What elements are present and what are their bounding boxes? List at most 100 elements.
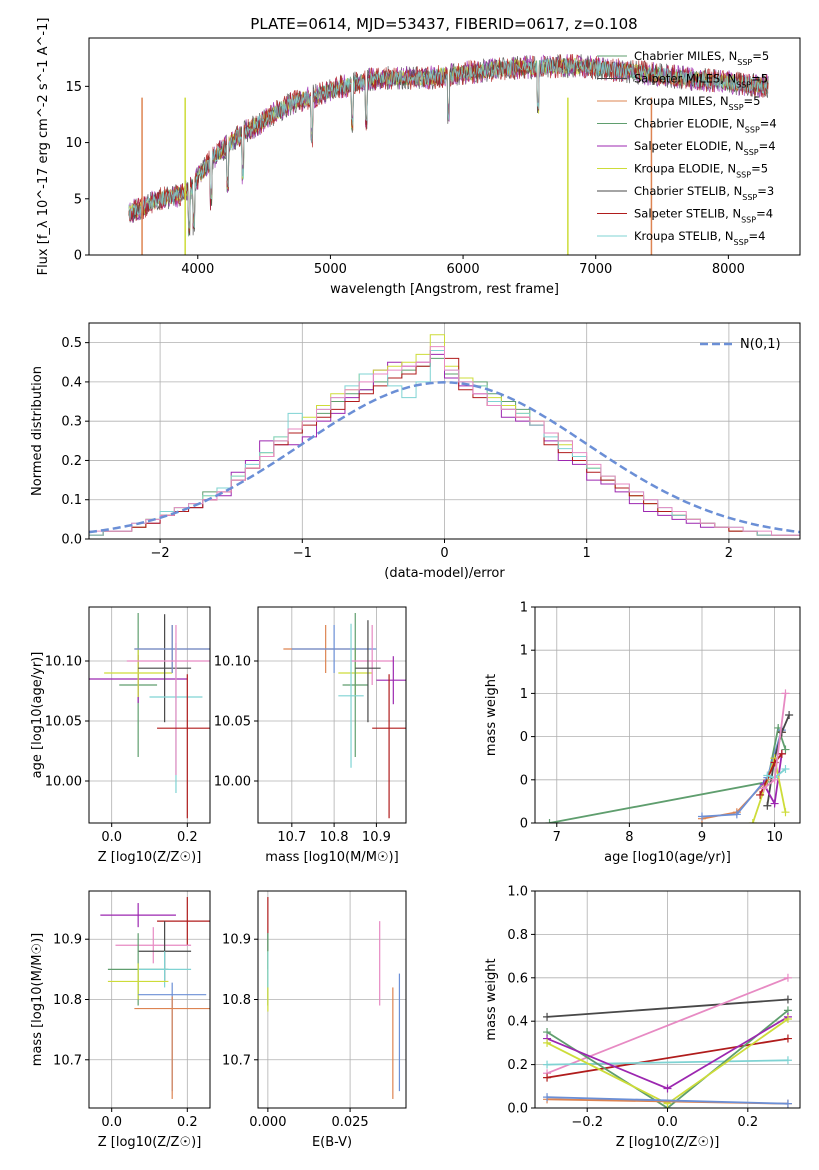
- weight-marker: [763, 771, 772, 780]
- y-tick-label: 10.8: [222, 993, 251, 1008]
- plot-area: [128, 53, 769, 255]
- weight-marker: [697, 812, 706, 821]
- y-tick-label: 10.9: [53, 933, 82, 948]
- weight-marker: [756, 790, 765, 799]
- x-axis-label: E(B-V): [312, 1135, 352, 1150]
- y-tick-label: 10.7: [53, 1053, 82, 1068]
- weight-marker: [759, 784, 768, 793]
- x-axis-label: wavelength [Angstrom, rest frame]: [330, 282, 559, 297]
- y-tick-label: 10: [65, 136, 82, 151]
- plot-area: [267, 897, 401, 1099]
- spectrum-line: [128, 58, 769, 229]
- legend-label: Kroupa MILES, NSSP=5: [634, 94, 760, 112]
- x-tick-label: 7000: [579, 262, 612, 277]
- weight-line: [546, 1009, 789, 1108]
- histogram-step: [89, 346, 800, 539]
- weight-marker: [781, 689, 790, 698]
- y-tick-label: 0.1: [61, 493, 82, 508]
- x-axis-label: Z [log10(Z/Z☉)]: [98, 1135, 202, 1150]
- axes-frame: [88, 37, 801, 256]
- weight-marker: [770, 775, 779, 784]
- y-axis-label: Flux [f_λ 10^-17 erg cm^-2 s^-1 A^-1]: [36, 18, 51, 276]
- y-tick-label: 0.4: [61, 375, 82, 390]
- y-axis-label: mass weight: [484, 674, 499, 756]
- weight-marker: [543, 1012, 552, 1021]
- weight-marker: [783, 1034, 792, 1043]
- x-tick-label: 10.7: [277, 830, 306, 845]
- axes-frame: [88, 606, 211, 824]
- weight-marker: [545, 819, 554, 823]
- y-tick-label: 0.6: [507, 971, 528, 986]
- legend-label: Salpeter ELODIE, NSSP=4: [634, 139, 776, 157]
- panel-mass-vs-EBV: 0.000 0.025 10.7 10.8 10.9 E(B-V): [222, 890, 407, 1150]
- plot-area: [89, 613, 210, 819]
- x-tick-label: 10.8: [320, 830, 349, 845]
- weight-marker: [663, 1084, 672, 1093]
- legend-label: Chabrier MILES, NSSP=5: [634, 49, 769, 67]
- axes-frame: [534, 606, 801, 824]
- y-axis-label: mass [log10(M/M☉)]: [30, 933, 45, 1066]
- y-tick-label: 10.00: [45, 775, 82, 790]
- y-tick-label: 1: [520, 687, 528, 702]
- weight-line: [546, 1096, 789, 1105]
- panel-age-vs-Z: 0.0 0.2 10.00 10.05 10.10 Z [log10(Z/Z☉)] age …: [30, 606, 211, 865]
- x-tick-label: 0.2: [737, 1115, 758, 1130]
- panel-residual-histogram: N(0,1) −2 −1 0 1 2 0.0 0.1 0.2 0.3 0.4 0.5 (data-mod…: [30, 322, 801, 581]
- y-tick-label: 10.05: [45, 715, 82, 730]
- y-tick-label: 15: [65, 80, 82, 95]
- y-tick-label: 1.0: [507, 885, 528, 900]
- x-tick-label: −1: [293, 546, 312, 561]
- x-tick-label: 0.0: [657, 1115, 678, 1130]
- legend-label: N(0,1): [740, 337, 781, 352]
- weight-marker: [732, 810, 741, 819]
- legend-label: Chabrier ELODIE, NSSP=4: [634, 117, 777, 135]
- x-axis-label: age [log10(age/yr)]: [604, 850, 731, 865]
- x-tick-label: 0.025: [331, 1115, 368, 1130]
- weight-line: [701, 729, 783, 818]
- y-tick-label: 0: [74, 249, 82, 264]
- plot-area: [89, 334, 800, 539]
- y-tick-label: 10.8: [53, 993, 82, 1008]
- panel-spectrum: Chabrier MILES, NSSP=5 Salpeter MILES, NS…: [36, 18, 801, 297]
- weight-marker: [777, 749, 786, 758]
- plot-area: [283, 613, 406, 819]
- y-tick-label: 10.10: [214, 655, 251, 670]
- panel-mass-vs-Z: 0.0 0.2 10.7 10.8 10.9 Z [log10(Z/Z☉)] mass [l…: [30, 890, 211, 1150]
- weight-marker: [783, 1056, 792, 1065]
- x-tick-label: −0.2: [571, 1115, 603, 1130]
- x-axis-label: (data-model)/error: [384, 566, 505, 581]
- x-tick-label: 0: [440, 546, 448, 561]
- weight-marker: [783, 995, 792, 1004]
- panel-age-vs-mass: 10.7 10.8 10.9 10.00 10.05 10.10 mass [log10(M…: [214, 606, 407, 865]
- y-tick-label: 0: [520, 773, 528, 788]
- x-tick-label: −2: [151, 546, 170, 561]
- y-tick-label: 0.2: [61, 454, 82, 469]
- panel-mass-weight-vs-Z: −0.2 0.0 0.2 0.0 0.2 0.4 0.6 0.8 1.0 Z [log10(Z/Z…: [484, 885, 801, 1150]
- legend-label: Kroupa ELODIE, NSSP=5: [634, 162, 768, 180]
- legend: Chabrier MILES, NSSP=5 Salpeter MILES, NS…: [597, 49, 777, 247]
- panel-mass-weight-vs-age: 7 8 9 10 0 0 0 1 1 1 age [log10(age/yr)] mass weigh…: [484, 601, 801, 865]
- y-tick-label: 5: [74, 192, 82, 207]
- axes-frame: [257, 606, 407, 824]
- y-tick-label: 0.4: [507, 1015, 528, 1030]
- plot-area: [545, 689, 794, 823]
- y-tick-label: 0: [520, 730, 528, 745]
- x-tick-label: 2: [725, 546, 733, 561]
- y-tick-label: 0.0: [507, 1102, 528, 1117]
- y-tick-label: 0: [520, 817, 528, 832]
- weight-marker: [770, 799, 779, 808]
- weight-line: [549, 724, 787, 823]
- y-tick-label: 1: [520, 601, 528, 616]
- legend-label: Chabrier STELIB, NSSP=3: [634, 184, 774, 202]
- legend-label: Salpeter MILES, NSSP=5: [634, 72, 768, 90]
- weight-marker: [783, 973, 792, 982]
- x-axis-label: mass [log10(M/M☉)]: [265, 850, 398, 865]
- y-tick-label: 0.2: [507, 1058, 528, 1073]
- x-tick-label: 10: [766, 830, 783, 845]
- x-tick-label: 9: [698, 830, 706, 845]
- weight-marker: [543, 1073, 552, 1082]
- y-axis-label: mass weight: [484, 958, 499, 1040]
- x-tick-label: 8: [625, 830, 633, 845]
- y-tick-label: 1: [520, 644, 528, 659]
